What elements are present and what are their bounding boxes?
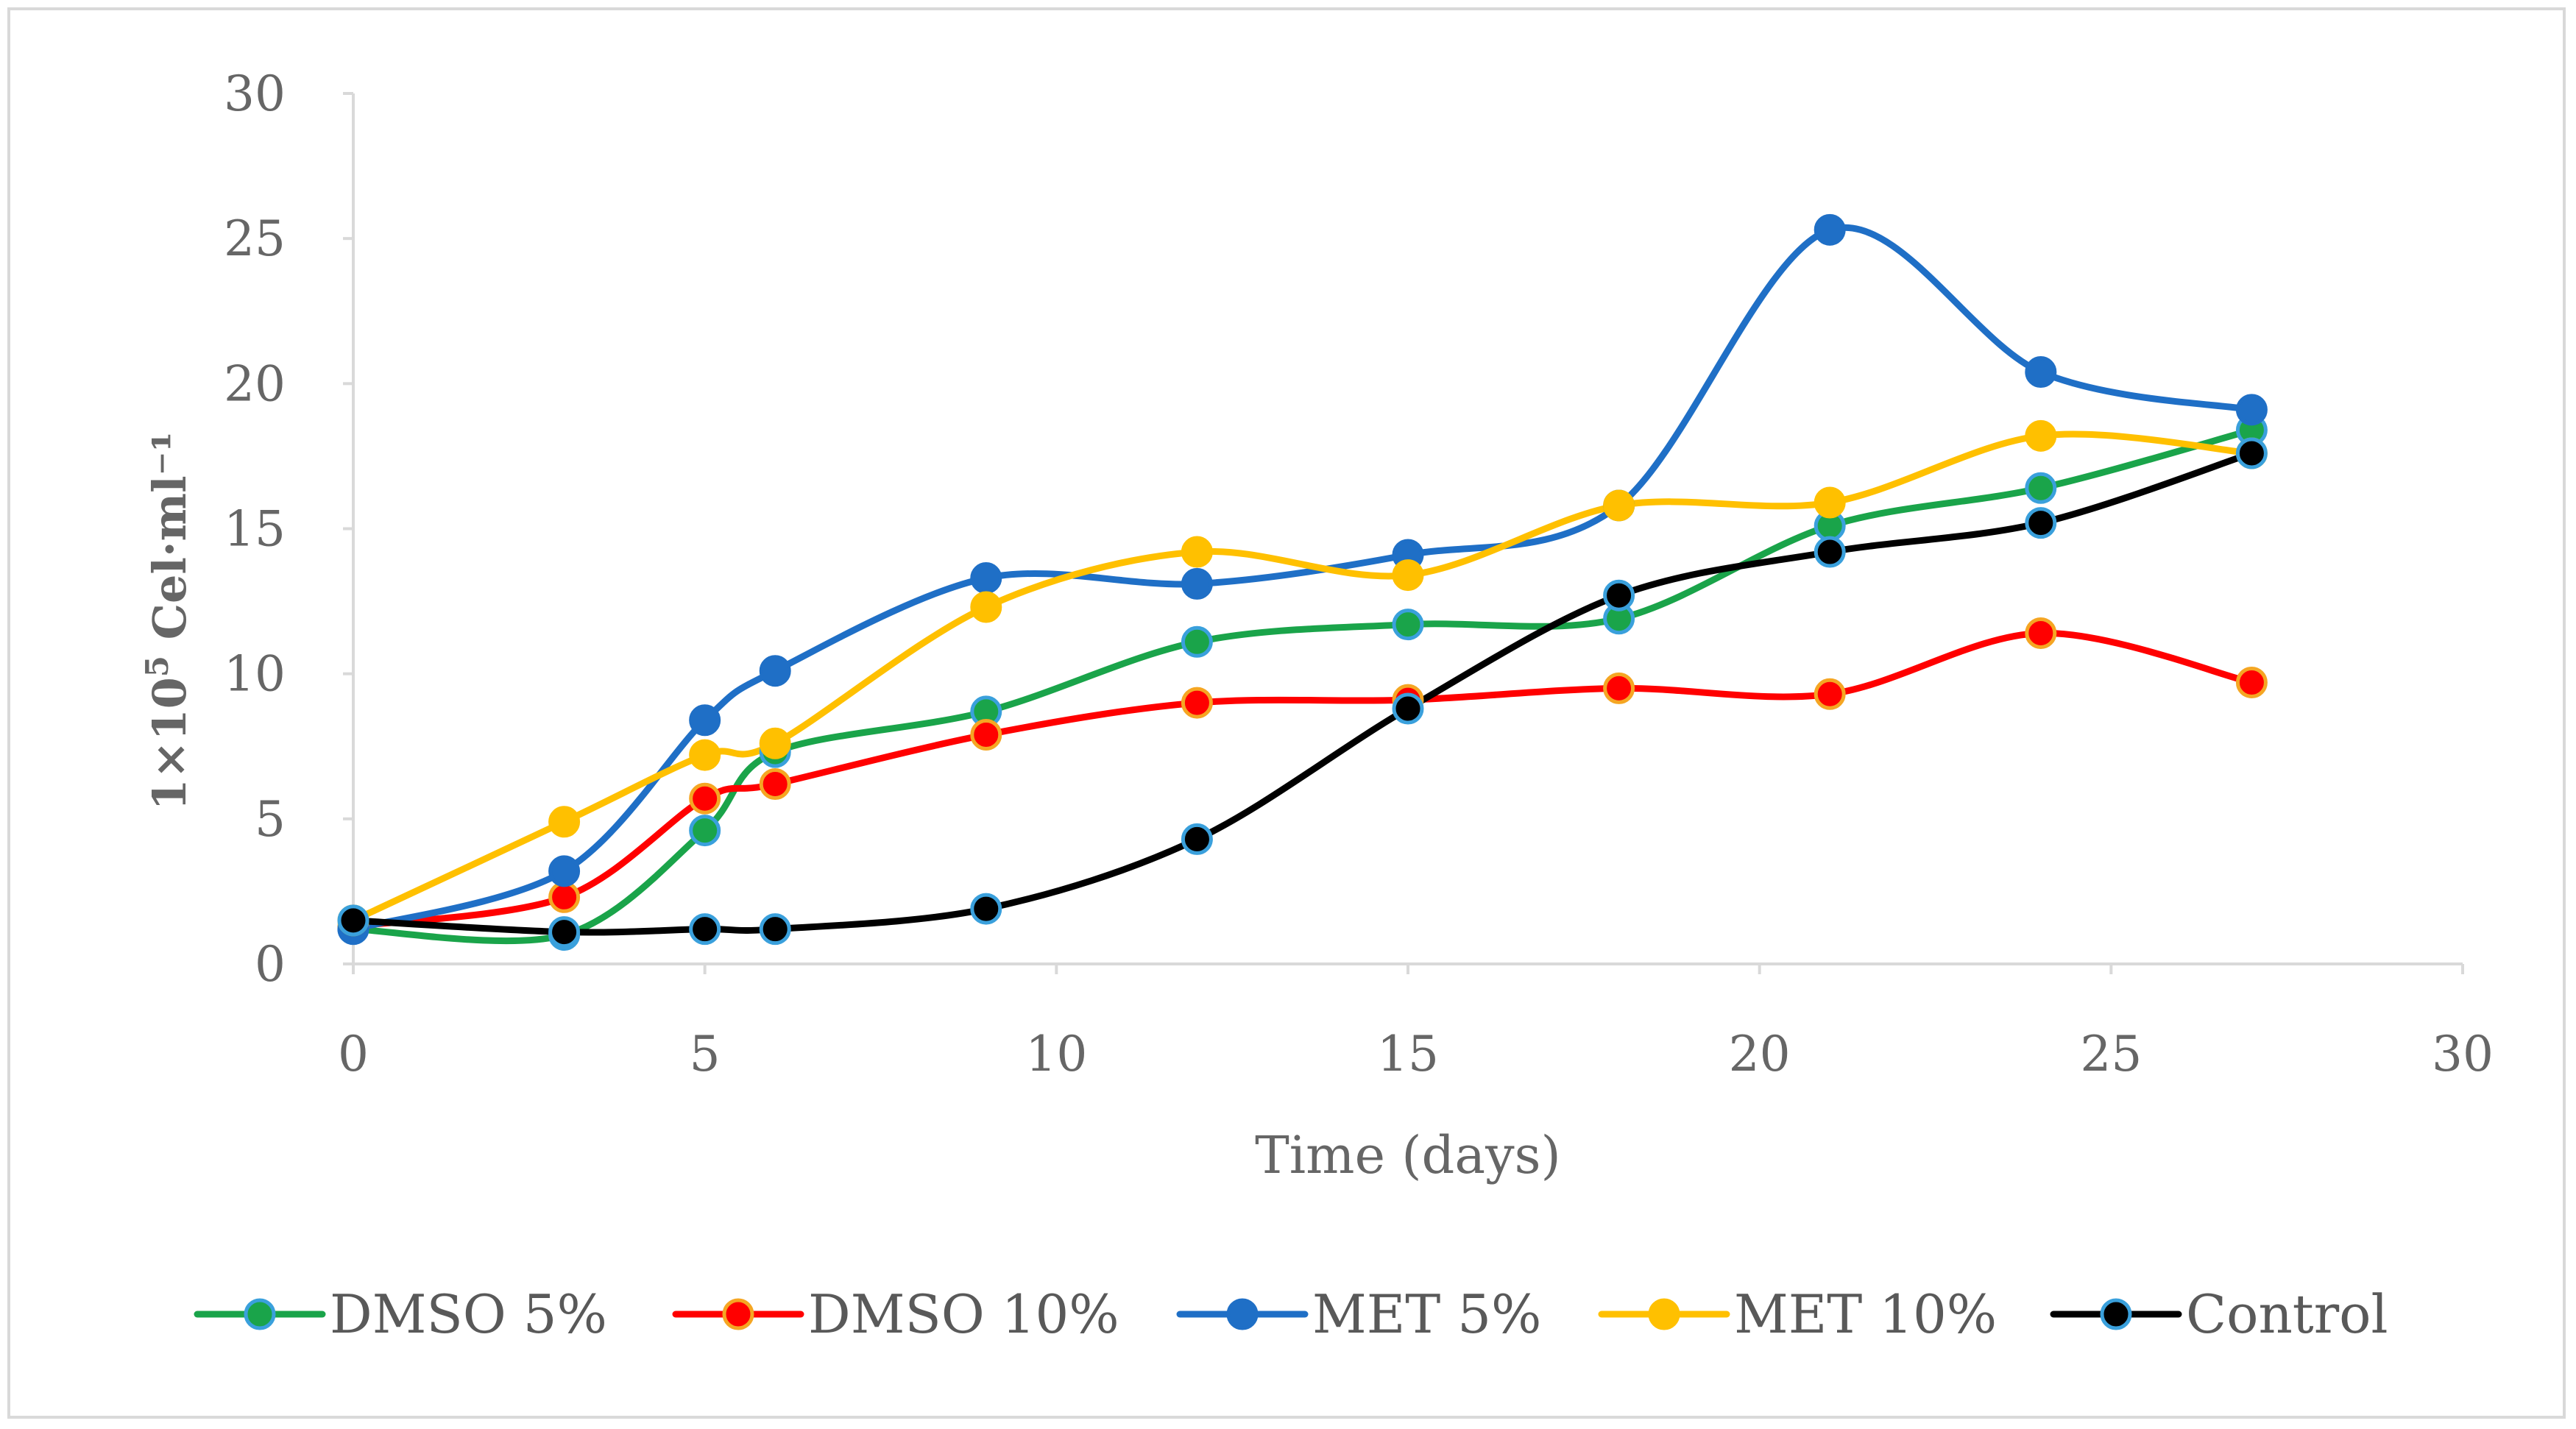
legend-marker-met-10 [1648,1298,1680,1330]
data-point-met-10 [1392,559,1424,592]
legend-label-met-5: MET 5% [1312,1283,1541,1345]
x-tick-label: 0 [338,1026,369,1082]
data-point-met-10 [970,591,1002,623]
y-tick-label: 30 [224,65,286,122]
data-point-dmso-5 [1181,625,1213,658]
y-axis-title: 1×105 Cel·ml⁻¹ [139,431,197,810]
data-point-met-5 [689,704,721,737]
y-tick-label: 20 [224,355,286,412]
y-tick-label: 25 [224,210,286,267]
x-tick-label: 25 [2080,1026,2142,1082]
data-point-control [689,913,721,946]
x-tick-label: 15 [1377,1026,1439,1082]
data-point-dmso-5 [2025,472,2057,504]
y-tick-label: 0 [255,936,286,993]
data-point-control [2235,437,2268,469]
data-point-met-10 [1181,536,1213,568]
legend-marker-met-5 [1226,1298,1259,1330]
data-point-met-5 [759,655,791,687]
data-point-met-5 [2235,394,2268,426]
data-point-met-5 [548,855,581,887]
y-axis-title-rest: Cel·ml⁻¹ [143,431,197,656]
data-point-control [1603,579,1635,611]
data-point-control [548,916,581,948]
data-point-dmso-5 [1392,609,1424,641]
data-point-dmso-10 [759,768,791,801]
data-point-dmso-10 [1814,678,1846,710]
chart-frame [7,7,2566,1419]
data-point-control [759,913,791,946]
legend-marker-dmso-5 [244,1298,276,1330]
legend-label-control: Control [2186,1283,2388,1345]
data-point-met-5 [1181,567,1213,600]
data-point-met-10 [1814,486,1846,519]
series-line-met-5 [350,224,2255,933]
data-point-control [970,893,1002,925]
data-point-dmso-10 [1603,672,1635,704]
legend-label-met-10: MET 10% [1734,1283,1997,1345]
plot-lines [350,224,2255,945]
data-point-control [1181,823,1213,855]
data-point-met-5 [1814,213,1846,246]
data-point-met-10 [2025,419,2057,452]
legend-marker-dmso-10 [722,1298,754,1330]
data-point-dmso-10 [2235,666,2268,698]
data-point-dmso-10 [2025,617,2057,649]
data-point-control [1814,536,1846,568]
data-point-control [337,904,369,937]
y-axis-title-base: 1×10 [143,677,197,810]
x-tick-label: 10 [1025,1026,1087,1082]
data-point-met-10 [689,739,721,771]
y-tick-label: 5 [255,791,286,848]
data-point-met-10 [759,727,791,759]
data-point-dmso-10 [548,881,581,913]
legend: DMSO 5% DMSO 10% MET 5% MET 10% Control [194,1283,2388,1345]
x-tick-label: 5 [690,1026,721,1082]
legend-label-dmso-5: DMSO 5% [330,1283,607,1345]
series-line-met-10 [350,430,2255,924]
x-tick-label: 20 [1729,1026,1791,1082]
legend-marker-control [2100,1298,2132,1330]
x-axis-title: Time (days) [1255,1125,1561,1185]
axes: 0 5 10 15 20 25 30 0 5 10 15 20 25 30 [224,65,2494,1082]
legend-label-dmso-10: DMSO 10% [808,1283,1119,1345]
data-point-dmso-10 [689,782,721,815]
x-tick-label: 30 [2432,1026,2494,1082]
plot-markers [337,213,2268,951]
series-line-control [350,450,2255,936]
data-point-met-5 [970,562,1002,595]
data-point-dmso-10 [1181,687,1213,719]
data-point-control [2025,507,2057,539]
data-point-met-5 [2025,356,2057,389]
data-point-met-10 [548,806,581,838]
data-point-dmso-5 [689,815,721,847]
data-point-control [1392,692,1424,725]
data-point-dmso-10 [970,718,1002,751]
y-axis-title-sup: 5 [139,656,175,677]
y-tick-label: 10 [224,646,286,703]
data-point-met-10 [1603,489,1635,522]
y-tick-label: 15 [224,501,286,558]
series-line-dmso-5 [350,426,2255,945]
series-line-dmso-10 [350,629,2255,930]
